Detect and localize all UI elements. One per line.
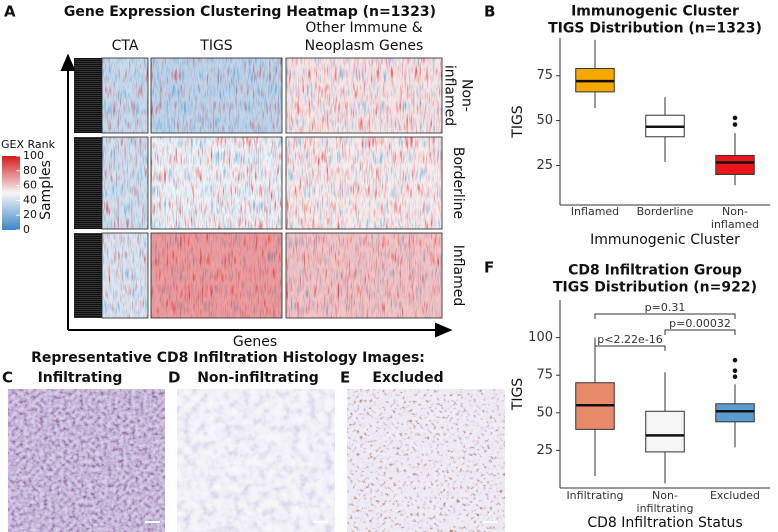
histology-label: Non-infiltrating — [197, 370, 319, 386]
histology-title: Representative CD8 Infiltration Histolog… — [31, 350, 425, 366]
colorbar-tick-label: 40 — [23, 193, 37, 206]
x-tick-label: Non-inflamed — [711, 205, 759, 231]
heatmap-block — [151, 137, 282, 229]
heatmap-title: Gene Expression Clustering Heatmap (n=13… — [64, 4, 436, 20]
heatmap-tint — [102, 58, 148, 133]
p-value: p=0.31 — [645, 301, 686, 314]
y-tick-label: 25 — [536, 443, 553, 458]
y-axis-title: TIGS — [510, 378, 526, 412]
panel-letter: B — [484, 3, 495, 21]
outlier — [732, 115, 738, 121]
axis-arrow — [68, 322, 453, 338]
row-group-label: Inflamed — [450, 245, 466, 307]
heatmap-tint — [151, 137, 282, 229]
chart-title: Immunogenic Cluster TIGS Distribution (n=… — [548, 4, 762, 37]
row-group-label: Borderline — [450, 147, 466, 219]
y-tick-label: 100 — [528, 330, 553, 345]
dendrogram — [74, 233, 102, 318]
box — [645, 410, 685, 453]
heatmap-block — [102, 58, 148, 133]
colorbar-tick-label: 0 — [23, 223, 30, 236]
p-value: p<2.22e-16 — [597, 333, 662, 346]
colorbar-title: GEX Rank — [1, 138, 56, 151]
boxplot-b: Immunogenic Cluster TIGS Distribution (n=… — [510, 4, 770, 248]
heatmap-block — [102, 233, 148, 318]
heatmap-tint — [286, 137, 442, 229]
x-axis-title: Immunogenic Cluster — [590, 232, 740, 248]
dendrogram — [74, 58, 102, 133]
chart-title: CD8 Infiltration Group TIGS Distribution … — [553, 263, 757, 296]
heatmap-block — [151, 233, 282, 318]
y-tick-label: 25 — [536, 158, 553, 173]
heatmap-tint — [286, 58, 442, 133]
heatmap-block — [286, 233, 442, 318]
colorbar-tick-label: 60 — [23, 179, 37, 192]
axis-arrow — [60, 53, 76, 330]
block-border — [285, 232, 443, 319]
heatmap-tint — [286, 233, 442, 318]
outlier — [732, 122, 738, 127]
y-tick-label: 75 — [536, 368, 553, 383]
block-border — [150, 57, 283, 134]
colorbar-tick-label: 100 — [23, 149, 44, 162]
x-tick-label: Non-infiltrating — [637, 489, 694, 515]
heatmap: Non-inflamed Borderline Inflamed CTA TIGS Oth… — [1, 20, 475, 350]
x-tick-label: Infiltrating — [566, 489, 623, 502]
column-group-label: Other Immune & Neoplasm Genes — [305, 20, 424, 54]
p-value: p=0.00032 — [669, 317, 731, 330]
y-axis-title: TIGS — [510, 105, 526, 139]
column-group-label: TIGS — [199, 38, 233, 54]
block-border — [150, 232, 283, 319]
heatmap-block — [286, 58, 442, 133]
dendrogram — [74, 137, 102, 229]
boxplot-f: CD8 Infiltration Group TIGS Distribution … — [510, 263, 770, 531]
heatmap-tint — [151, 58, 282, 133]
heatmap-tint — [102, 137, 148, 229]
block-border — [150, 136, 283, 230]
histology-image — [177, 389, 335, 532]
colorbar-tick-label: 20 — [23, 208, 37, 221]
histology-image — [347, 389, 505, 532]
heatmap-tint — [151, 233, 282, 318]
significance-bracket — [664, 329, 736, 335]
box — [715, 154, 755, 175]
panel-letter: E — [340, 369, 350, 387]
y-tick-label: 50 — [536, 405, 553, 420]
heatmap-block — [151, 58, 282, 133]
outlier — [732, 368, 738, 373]
heatmap-block — [102, 137, 148, 229]
y-tick-label: 50 — [536, 113, 553, 128]
panel-letter: F — [484, 259, 494, 277]
block-border — [285, 136, 443, 230]
y-axis-title: Samples — [38, 160, 54, 220]
histology-label: Excluded — [372, 370, 443, 386]
outlier — [732, 374, 738, 380]
row-group-label: Non-inflamed — [442, 65, 475, 126]
x-tick-label: Inflamed — [571, 205, 619, 218]
panel-letter: A — [4, 3, 16, 21]
x-axis-title: CD8 Infiltration Status — [587, 515, 742, 531]
block-border — [285, 57, 443, 134]
significance-bracket — [594, 313, 736, 319]
x-tick-label: Excluded — [710, 489, 760, 502]
colorbar — [2, 156, 20, 230]
histology-image — [8, 389, 165, 532]
x-axis-title: Genes — [233, 334, 277, 350]
colorbar-tick-label: 80 — [23, 164, 37, 177]
box — [715, 403, 755, 423]
y-tick-label: 75 — [536, 68, 553, 83]
heatmap-block — [286, 137, 442, 229]
heatmap-tint — [102, 233, 148, 318]
column-group-label: CTA — [112, 38, 139, 54]
outlier — [732, 357, 738, 363]
panel-letter: C — [2, 369, 13, 387]
x-tick-label: Borderline — [637, 205, 694, 218]
panel-letter: D — [168, 369, 180, 387]
histology-label: Infiltrating — [38, 370, 123, 386]
significance-bracket — [594, 345, 666, 351]
